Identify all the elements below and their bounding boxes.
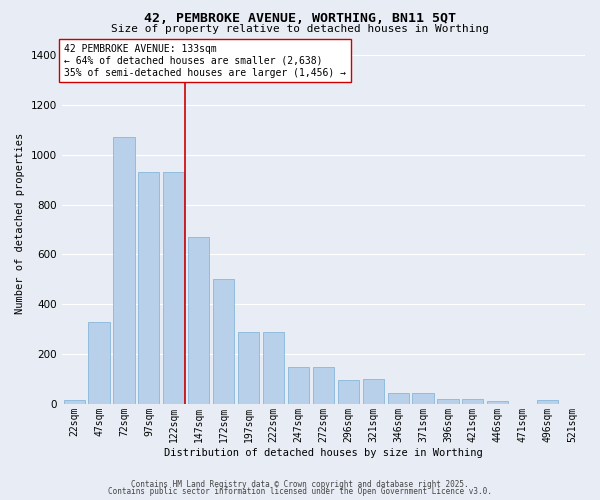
Bar [412,393,434,404]
Text: 42 PEMBROKE AVENUE: 133sqm
← 64% of detached houses are smaller (2,638)
35% of s: 42 PEMBROKE AVENUE: 133sqm ← 64% of deta… [64,44,346,78]
Text: Size of property relative to detached houses in Worthing: Size of property relative to detached ho… [111,24,489,34]
Text: 42, PEMBROKE AVENUE, WORTHING, BN11 5QT: 42, PEMBROKE AVENUE, WORTHING, BN11 5QT [144,12,456,26]
Bar [263,332,284,404]
Bar [288,366,309,404]
Bar [113,137,134,404]
Bar [163,172,184,404]
Bar [88,322,110,404]
Bar [338,380,359,404]
Bar [388,393,409,404]
Text: Contains public sector information licensed under the Open Government Licence v3: Contains public sector information licen… [108,487,492,496]
Bar [362,379,384,404]
Bar [188,237,209,404]
Bar [213,280,234,404]
Text: Contains HM Land Registry data © Crown copyright and database right 2025.: Contains HM Land Registry data © Crown c… [131,480,469,489]
Bar [462,399,484,404]
Bar [238,332,259,404]
Bar [138,172,160,404]
Bar [537,400,558,404]
Y-axis label: Number of detached properties: Number of detached properties [15,132,25,314]
Bar [437,399,458,404]
Bar [313,366,334,404]
Bar [487,400,508,404]
X-axis label: Distribution of detached houses by size in Worthing: Distribution of detached houses by size … [164,448,483,458]
Bar [64,400,85,404]
